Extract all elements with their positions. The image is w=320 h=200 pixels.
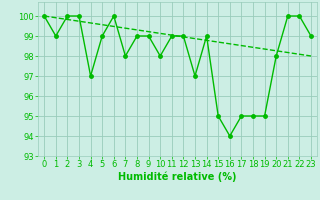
X-axis label: Humidité relative (%): Humidité relative (%)	[118, 172, 237, 182]
